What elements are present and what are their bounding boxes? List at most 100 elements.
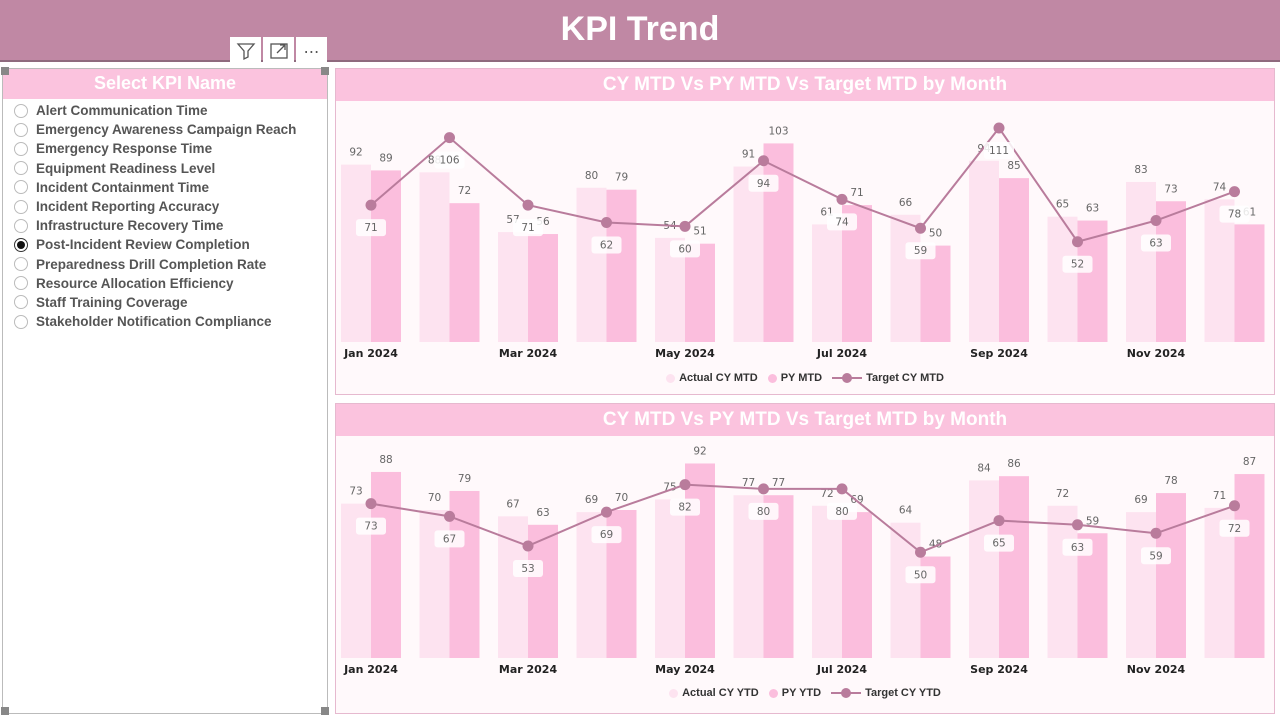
radio-icon[interactable]	[14, 295, 28, 310]
target-marker[interactable]	[601, 506, 612, 518]
data-label-py: 51	[693, 226, 706, 238]
bar-py[interactable]	[371, 471, 401, 658]
bar-actual[interactable]	[1204, 199, 1235, 342]
bar-py[interactable]	[1234, 474, 1265, 658]
bar-actual[interactable]	[733, 166, 764, 342]
bar-actual[interactable]	[890, 214, 921, 342]
target-marker[interactable]	[444, 132, 455, 144]
radio-icon[interactable]	[14, 218, 28, 233]
target-marker[interactable]	[993, 122, 1005, 134]
slicer-item[interactable]: Incident Reporting Accuracy	[3, 197, 327, 216]
target-marker[interactable]	[915, 546, 926, 558]
slicer-item[interactable]: Infrastructure Recovery Time	[3, 216, 327, 235]
resize-handle[interactable]	[321, 707, 329, 715]
target-marker[interactable]	[1072, 236, 1083, 248]
resize-handle[interactable]	[321, 67, 329, 75]
target-marker[interactable]	[1229, 186, 1240, 198]
bar-actual[interactable]	[812, 505, 842, 658]
target-marker[interactable]	[758, 155, 769, 167]
radio-icon[interactable]	[14, 257, 28, 272]
target-marker[interactable]	[1072, 519, 1083, 531]
radio-icon[interactable]	[14, 199, 28, 214]
target-marker[interactable]	[679, 479, 691, 491]
slicer-item[interactable]: Stakeholder Notification Compliance	[3, 312, 327, 331]
slicer-item[interactable]: Equipment Readiness Level	[3, 159, 327, 178]
bar-actual[interactable]	[890, 522, 921, 658]
bar-actual[interactable]	[1126, 181, 1156, 342]
bar-actual[interactable]	[1126, 512, 1156, 658]
slicer-item[interactable]: Staff Training Coverage	[3, 293, 327, 312]
bar-actual[interactable]	[733, 495, 764, 658]
target-marker[interactable]	[601, 216, 612, 228]
target-marker[interactable]	[1150, 527, 1162, 539]
bar-actual[interactable]	[419, 172, 450, 342]
target-marker[interactable]	[836, 193, 848, 205]
legend-item-actual[interactable]: Actual CY MTD	[666, 372, 758, 384]
bar-py[interactable]	[842, 512, 872, 658]
bar-py[interactable]	[763, 495, 794, 658]
radio-icon[interactable]	[14, 122, 28, 137]
target-marker[interactable]	[365, 199, 377, 211]
slicer-item[interactable]: Post-Incident Review Completion	[3, 235, 327, 254]
slicer-item[interactable]: Emergency Response Time	[3, 139, 327, 158]
radio-icon[interactable]	[14, 103, 28, 118]
bar-py[interactable]	[920, 245, 951, 342]
data-label-box	[591, 526, 622, 544]
focus-mode-icon[interactable]	[263, 37, 294, 65]
bar-py[interactable]	[371, 170, 401, 342]
target-marker[interactable]	[679, 220, 691, 232]
target-marker[interactable]	[1229, 500, 1240, 512]
target-marker[interactable]	[836, 483, 848, 495]
bar-py[interactable]	[1156, 201, 1186, 342]
slicer-item[interactable]: Preparedness Drill Completion Rate	[3, 255, 327, 274]
more-options-icon[interactable]: ⋯	[296, 37, 327, 65]
radio-selected-icon[interactable]	[14, 237, 28, 252]
radio-icon[interactable]	[14, 180, 28, 195]
target-marker[interactable]	[915, 222, 926, 234]
bar-py[interactable]	[685, 463, 715, 658]
bar-py[interactable]	[685, 243, 715, 342]
target-marker[interactable]	[444, 510, 455, 522]
bar-py[interactable]	[606, 189, 637, 342]
x-tick-label: Jan 2024	[343, 347, 398, 360]
bar-py[interactable]	[449, 203, 480, 342]
bar-py[interactable]	[1234, 224, 1265, 342]
bar-actual[interactable]	[1047, 216, 1078, 342]
slicer-item[interactable]: Emergency Awareness Campaign Reach	[3, 120, 327, 139]
slicer-item[interactable]: Resource Allocation Efficiency	[3, 274, 327, 293]
data-label-actual: 83	[1134, 164, 1147, 176]
target-marker[interactable]	[1150, 215, 1162, 227]
bar-actual[interactable]	[655, 499, 685, 658]
bar-actual[interactable]	[576, 187, 607, 342]
target-marker[interactable]	[365, 498, 377, 510]
radio-icon[interactable]	[14, 276, 28, 291]
target-marker[interactable]	[993, 515, 1005, 527]
legend-item-py[interactable]: PY YTD	[768, 687, 821, 699]
bar-py[interactable]	[999, 476, 1029, 658]
bar-actual[interactable]	[812, 224, 842, 342]
radio-icon[interactable]	[14, 314, 28, 329]
legend-item-target[interactable]: Target CY MTD	[832, 372, 944, 384]
bar-actual[interactable]	[341, 164, 371, 342]
slicer-item[interactable]: Incident Containment Time	[3, 178, 327, 197]
target-marker[interactable]	[522, 540, 534, 552]
radio-icon[interactable]	[14, 141, 28, 156]
legend-item-py[interactable]: PY MTD	[767, 372, 822, 384]
target-marker[interactable]	[522, 199, 534, 211]
bar-actual[interactable]	[969, 160, 999, 342]
resize-handle[interactable]	[1, 67, 9, 75]
bar-actual[interactable]	[498, 232, 528, 342]
radio-icon[interactable]	[14, 161, 28, 176]
target-marker[interactable]	[758, 483, 769, 495]
bar-actual[interactable]	[969, 480, 999, 658]
legend-item-target[interactable]: Target CY YTD	[831, 687, 941, 699]
resize-handle[interactable]	[1, 707, 9, 715]
bar-actual[interactable]	[498, 516, 528, 658]
bar-py[interactable]	[528, 234, 558, 342]
legend-item-actual[interactable]: Actual CY YTD	[669, 687, 759, 699]
slicer-item[interactable]: Alert Communication Time	[3, 101, 327, 120]
bar-actual[interactable]	[1047, 505, 1078, 658]
filter-icon[interactable]	[230, 37, 261, 65]
bar-py[interactable]	[1156, 493, 1186, 658]
bar-py[interactable]	[999, 178, 1029, 342]
